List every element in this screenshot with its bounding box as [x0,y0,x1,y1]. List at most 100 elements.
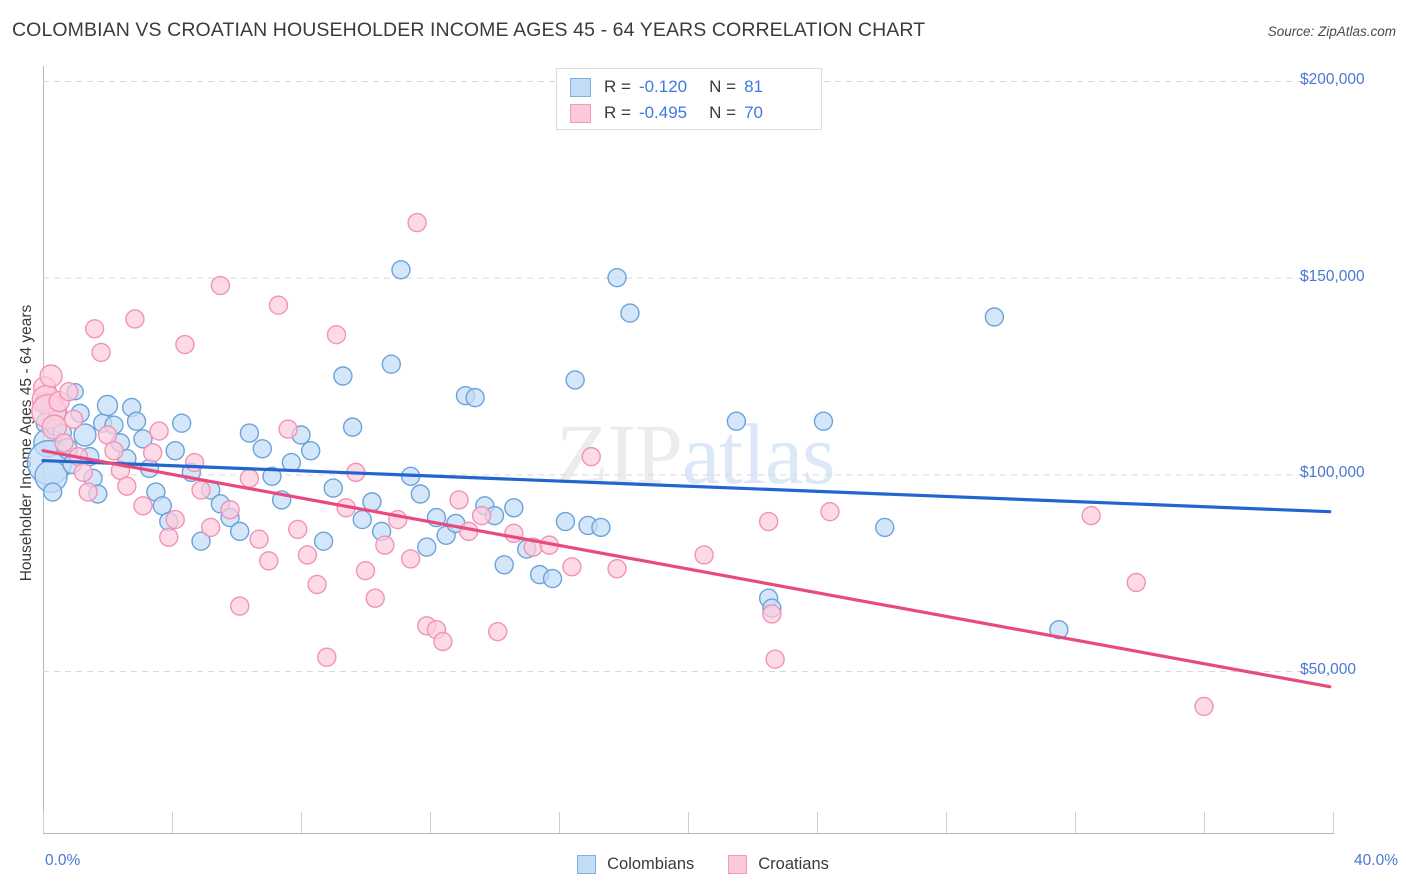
scatter-point-colombians [391,260,411,280]
n-label-croatians: N = [709,103,737,122]
scatter-point-croatians [758,511,779,532]
scatter-point-croatians [607,559,627,579]
scatter-point-croatians [694,545,714,565]
r-value-colombians: -0.120 [638,77,688,96]
page-title: COLOMBIAN VS CROATIAN HOUSEHOLDER INCOME… [12,19,926,41]
scatter-point-colombians [239,423,260,443]
x-axis-tick [559,812,560,833]
scatter-point-colombians [323,478,343,498]
scatter-point-colombians [262,466,282,486]
scatter-point-colombians [726,411,747,431]
scatter-point-croatians [133,496,153,516]
scatter-point-croatians [326,324,347,345]
scatter-point-colombians [591,517,611,538]
correlation-stats-box: R = -0.120 N = 81 R = -0.495 N = 70 [556,68,822,130]
scatter-point-colombians [126,411,147,431]
scatter-point-colombians [333,366,353,386]
x-axis-max-label: 40.0% [1354,852,1398,869]
y-axis-tick-label: $200,000 [1300,71,1365,88]
scatter-point-croatians [488,621,508,642]
scatter-point-colombians [313,531,334,551]
scatter-point-croatians [175,334,195,355]
x-axis-line [43,833,1334,834]
r-value-croatians: -0.495 [638,103,688,122]
scatter-point-croatians [117,476,137,496]
scatter-point-croatians [104,441,124,461]
y-axis-tick-label: $50,000 [1300,661,1357,678]
scatter-point-colombians [417,537,437,557]
x-axis-tick [172,812,173,833]
scatter-point-croatians [230,596,250,616]
scatter-point-croatians [307,574,327,595]
scatter-point-colombians [607,267,627,288]
trend-line-croatians [41,449,1332,689]
r-label-croatians: R = [604,103,631,122]
legend-item-colombians[interactable]: Colombians [577,854,695,874]
scatter-point-croatians [471,505,492,526]
scatter-point-colombians [813,411,834,431]
scatter-point-croatians [562,557,582,577]
scatter-point-colombians [73,423,97,447]
scatter-point-colombians [555,511,576,532]
scatter-point-colombians [494,555,514,575]
legend-item-croatians[interactable]: Croatians [728,854,829,874]
croatians-legend-swatch-icon [728,854,748,874]
scatter-point-colombians [300,441,321,461]
scatter-point-croatians [317,647,337,667]
scatter-point-colombians [504,498,524,518]
x-axis-min-label: 0.0% [45,852,81,869]
scatter-point-croatians [1126,572,1146,593]
scatter-point-croatians [297,545,318,565]
scatter-point-croatians [159,527,179,547]
scatter-point-croatians [449,490,469,510]
scatter-point-croatians [1081,505,1101,526]
scatter-point-croatians [39,364,63,388]
n-label-colombians: N = [709,77,737,96]
scatter-point-colombians [565,370,585,390]
x-axis-tick [1075,812,1076,833]
x-axis-tick [1204,812,1205,833]
legend-label-croatians: Croatians [758,854,829,873]
x-axis-tick [688,812,689,833]
x-axis-tick [817,812,818,833]
x-axis-tick [430,812,431,833]
croatians-swatch-icon [570,103,591,123]
scatter-point-croatians [165,509,185,530]
scatter-point-croatians [200,517,221,538]
scatter-point-croatians [820,502,840,522]
scatter-point-croatians [220,500,240,520]
trend-line-colombians [41,458,1332,514]
colombians-legend-swatch-icon [577,854,597,874]
stats-row-croatians: R = -0.495 N = 70 [570,100,763,126]
colombians-swatch-icon [570,77,591,97]
scatter-point-croatians [1194,696,1214,717]
scatter-point-colombians [875,517,895,538]
scatter-point-croatians [91,342,111,363]
scatter-point-croatians [365,588,385,608]
scatter-point-croatians [59,382,79,402]
scatter-point-colombians [165,441,185,461]
n-value-colombians: 81 [744,77,763,96]
scatter-point-croatians [249,529,269,549]
scatter-point-croatians [41,414,67,440]
y-axis-tick-label: $150,000 [1300,267,1365,285]
scatter-point-croatians [288,519,308,540]
scatter-point-croatians [765,649,785,669]
scatter-point-colombians [191,531,211,551]
scatter-point-croatians [63,409,84,429]
scatter-point-colombians [620,303,640,323]
scatter-point-colombians [381,354,401,374]
stats-row-colombians: R = -0.120 N = 81 [570,74,763,100]
scatter-point-colombians [410,484,431,504]
scatter-point-colombians [1049,620,1069,640]
n-value-croatians: 70 [744,103,763,122]
legend-label-colombians: Colombians [607,854,695,873]
trend-lines [41,449,1332,689]
scatter-point-croatians [407,212,427,233]
scatter-point-croatians [268,295,289,315]
scatter-point-croatians [149,421,169,441]
source-attribution: Source: ZipAtlas.com [1267,24,1396,39]
y-axis-tick-label: $100,000 [1300,464,1365,482]
scatter-point-croatians [259,551,279,571]
scatter-point-croatians [400,549,421,569]
